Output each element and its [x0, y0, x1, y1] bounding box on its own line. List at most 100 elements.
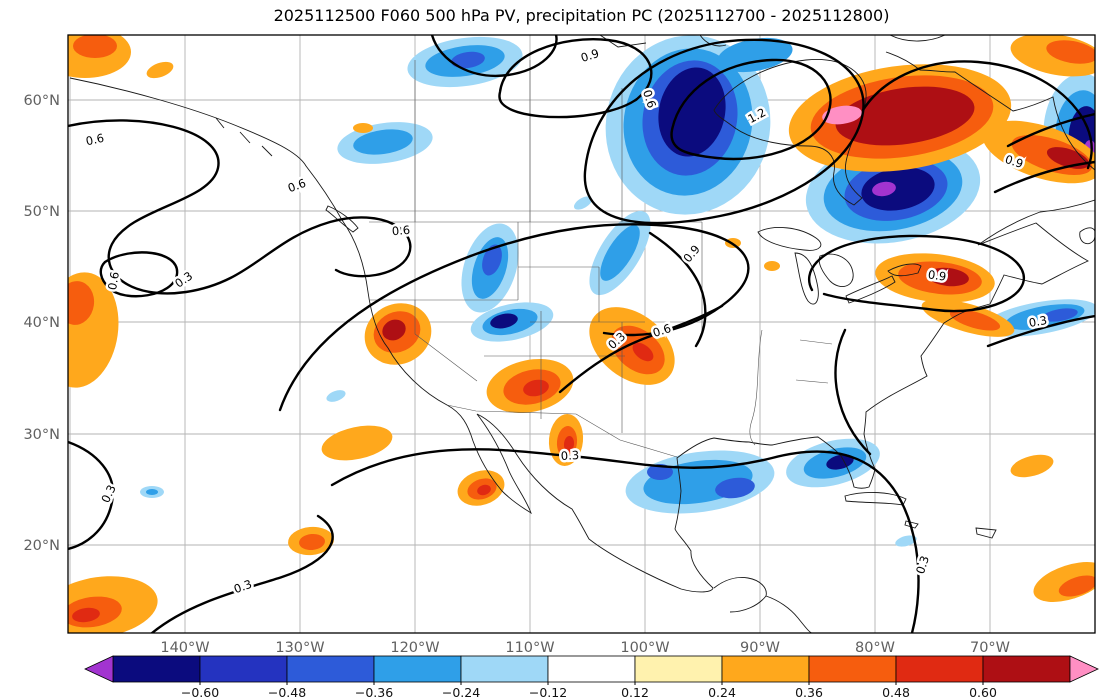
- contour-line: [583, 38, 865, 225]
- anomaly-region: [632, 342, 654, 362]
- border-line: [795, 379, 829, 384]
- anomaly-region: [658, 67, 726, 157]
- colorbar-tick-label: 0.24: [708, 685, 736, 698]
- anomaly-region: [927, 267, 969, 287]
- colorbar-band: [634, 655, 723, 683]
- anomaly-region: [717, 37, 793, 73]
- colorbar-band: [373, 655, 462, 683]
- anomaly-region: [73, 35, 117, 58]
- anomaly-region: [321, 425, 393, 461]
- anomaly-region: [600, 225, 640, 281]
- contour-line: [430, 35, 558, 78]
- x-tick-label: 80°W: [855, 640, 895, 656]
- x-tick-label: 130°W: [275, 640, 324, 656]
- colorbar-tick-label: −0.36: [355, 685, 393, 698]
- anomaly-region: [146, 489, 158, 495]
- anomaly-region: [68, 281, 95, 325]
- anomaly-region: [353, 123, 373, 133]
- colorbar-tick-label: −0.12: [529, 685, 567, 698]
- contour-label: 0.3: [560, 448, 579, 463]
- colorbar-band: [982, 655, 1071, 683]
- x-tick-label: 120°W: [390, 640, 439, 656]
- y-tick-label: 30°N: [23, 427, 60, 443]
- anomaly-region: [895, 535, 917, 547]
- anomaly-region: [72, 607, 100, 623]
- contour-line: [1006, 112, 1095, 148]
- colorbar-tick-label: −0.48: [268, 685, 306, 698]
- colorbar-band: [112, 655, 201, 683]
- coastline: [215, 117, 273, 157]
- coastline: [713, 577, 767, 613]
- contour-label: 0.3: [232, 577, 254, 596]
- pv-contours: [68, 35, 1095, 633]
- anomaly-region: [1042, 308, 1078, 322]
- contour-label: 0.6: [105, 271, 122, 291]
- contour-label: 0.6: [391, 223, 410, 239]
- contour-line: [150, 514, 334, 633]
- contour-label: 0.9: [579, 46, 601, 65]
- anomaly-region: [68, 272, 119, 388]
- border-line: [414, 300, 478, 382]
- anomaly-region: [872, 181, 896, 197]
- contour-line: [807, 234, 1025, 313]
- colorbar-band: [460, 655, 549, 683]
- contour-line: [68, 119, 412, 295]
- anomaly-region: [490, 313, 518, 329]
- anomaly-region: [949, 309, 1001, 331]
- coastline: [818, 253, 854, 287]
- anomaly-region: [826, 454, 854, 470]
- coastline: [904, 520, 919, 529]
- coastline: [713, 58, 867, 206]
- colorbar-tick-label: 0.60: [969, 685, 997, 698]
- anomaly-region: [861, 167, 935, 211]
- colorbar-tick-label: 0.36: [795, 685, 823, 698]
- anomaly-region: [1010, 454, 1054, 478]
- contour-label: 0.6: [286, 176, 308, 195]
- chart-title: 2025112500 F060 500 hPa PV, precipitatio…: [273, 6, 890, 25]
- x-tick-label: 140°W: [160, 640, 209, 656]
- colorbar-tick-label: −0.60: [181, 685, 219, 698]
- coastline: [794, 252, 819, 305]
- border-line: [749, 329, 763, 446]
- contour-line: [993, 160, 1095, 194]
- colorbar-arrow-left: [84, 655, 114, 683]
- coastline: [887, 263, 922, 277]
- contour-label: 0.6: [84, 131, 105, 148]
- anomaly-region: [764, 261, 780, 271]
- colorbar-band: [547, 655, 636, 683]
- colorbar-band: [895, 655, 984, 683]
- contour-line: [278, 223, 750, 412]
- y-tick-label: 60°N: [23, 93, 60, 109]
- colorbar-band: [721, 655, 810, 683]
- anomaly-region: [326, 390, 346, 402]
- contour-line: [498, 38, 653, 119]
- colorbar-band: [286, 655, 375, 683]
- contour-line: [834, 328, 872, 456]
- colorbar-arrow-right: [1069, 655, 1099, 683]
- anomaly-region: [822, 105, 862, 125]
- coastline: [69, 77, 1095, 593]
- contour-line: [670, 58, 832, 161]
- contour-label: 0.3: [913, 554, 932, 576]
- contour-line: [99, 251, 179, 298]
- y-axis: 60°N 50°N 40°N 30°N 20°N: [23, 93, 60, 554]
- x-tick-label: 110°W: [505, 640, 554, 656]
- contour-label: 0.3: [172, 269, 195, 291]
- borders: [369, 60, 833, 458]
- coastline: [1079, 227, 1095, 245]
- y-tick-label: 40°N: [23, 315, 60, 331]
- contour-label: 0.3: [98, 483, 118, 505]
- x-tick-label: 90°W: [740, 640, 780, 656]
- contour-line: [330, 448, 920, 633]
- x-tick-label: 70°W: [970, 640, 1010, 656]
- contour-line: [68, 440, 115, 551]
- contour-label: 0.9: [927, 267, 947, 283]
- plot-border: [67, 34, 1096, 634]
- colorbar-tick-label: 0.48: [882, 685, 910, 698]
- anomaly-region: [146, 61, 174, 79]
- colorbar-tick-label: −0.24: [442, 685, 480, 698]
- anomaly-region: [451, 51, 485, 69]
- coastline: [765, 595, 813, 633]
- contour-line: [648, 231, 707, 348]
